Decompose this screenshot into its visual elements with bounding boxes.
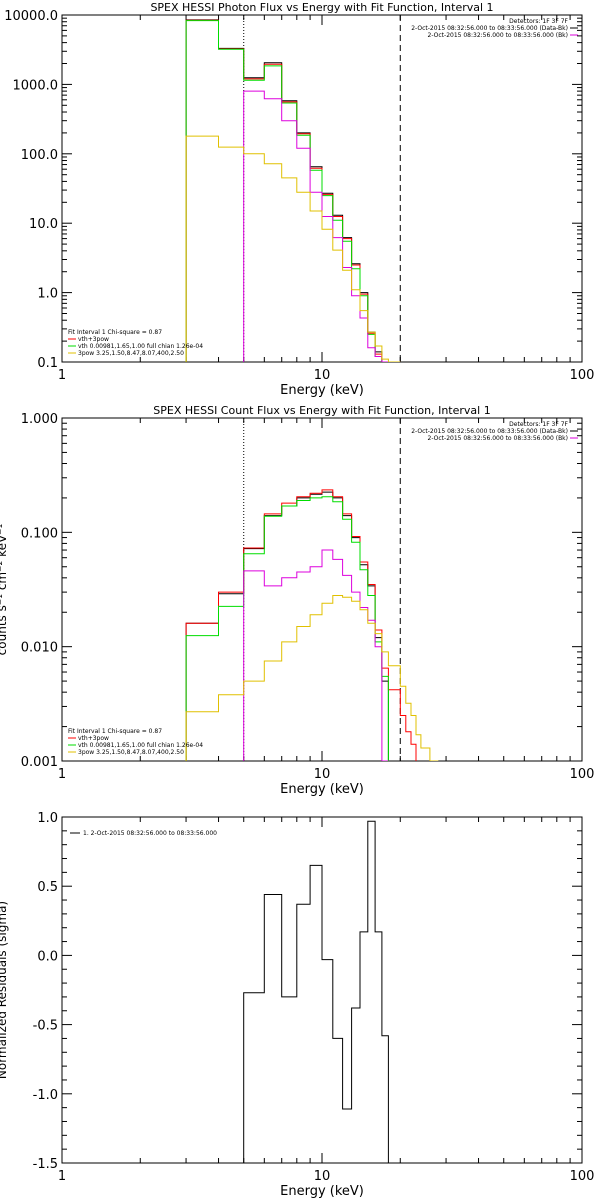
header-text: 2-Oct-2015 08:32:56.000 to 08:33:56.000 … [428,32,569,39]
chart-title: SPEX HESSI Photon Flux vs Energy with Fi… [150,1,493,14]
series-vth [185,496,389,761]
header-text: 2-Oct-2015 08:32:56.000 to 08:33:56.000 … [411,25,568,32]
legend-label: vth+3pow [78,336,109,343]
legend-label: 1. 2-Oct-2015 08:32:56.000 to 08:33:56.0… [83,830,217,837]
x-tick-label: 10 [314,1169,331,1184]
series-vth-3pow [185,19,401,362]
y-tick-label: 10000.0 [4,9,58,24]
x-tick-label: 100 [570,368,595,383]
x-tick-label: 1 [58,368,66,383]
y-tick-label: 0.001 [21,755,58,770]
y-tick-label: 0.5 [37,880,58,895]
series-group [243,820,401,1163]
header-text: Detectors: 1F 3F 7F [509,18,568,25]
panel-2 [61,417,583,762]
y-tick-label: 0.0 [37,949,58,964]
header-text: Detectors: 1F 3F 7F [509,421,568,428]
y-tick-label: 1.0 [37,287,58,302]
series-3pow [185,595,439,761]
x-axis-label: Energy (keV) [280,383,364,398]
panel-1 [61,14,583,363]
y-tick-label: 1.000 [21,412,58,427]
x-tick-label: 1 [58,1169,66,1184]
y-tick-label: -1.5 [33,1157,58,1172]
y-tick-label: -1.0 [33,1088,58,1103]
legend-label: vth 0.00981,1.65,1.00 full chian 1.26e-0… [78,742,203,749]
y-tick-label: -0.5 [33,1019,58,1034]
header-text: 2-Oct-2015 08:32:56.000 to 08:33:56.000 … [411,428,568,435]
y-tick-label: 0.010 [21,641,58,656]
legend-label: 3pow 3.25,1.50,8.47,8.07,400,2.50 [78,749,184,756]
series-group [185,489,439,761]
x-tick-label: 10 [314,368,331,383]
chart-title: SPEX HESSI Count Flux vs Energy with Fit… [153,404,490,417]
y-tick-label: 0.100 [21,526,58,541]
legend-title: Fit Interval 1 Chi-square = 0.87 [68,329,162,336]
series-bk [243,90,401,362]
x-tick-label: 100 [570,1169,595,1184]
series-residuals [243,820,401,1163]
y-tick-label: 100.0 [21,148,58,163]
header-text: 2-Oct-2015 08:32:56.000 to 08:33:56.000 … [428,435,569,442]
legend-label: vth+3pow [78,735,109,742]
y-tick-label: 10.0 [29,217,58,232]
y-tick-label: 1000.0 [13,78,59,93]
panel-3 [61,816,583,1164]
x-axis-label: Energy (keV) [280,1184,364,1199]
series-3pow [185,135,401,362]
series-data-bk [185,491,389,761]
x-axis-label: Energy (keV) [280,782,364,797]
y-axis-label: counts s⁻¹ cm⁻² keV⁻¹ [0,523,9,655]
x-tick-label: 100 [570,767,595,782]
legend-label: 3pow 3.25,1.50,8.47,8.07,400,2.50 [78,350,184,357]
legend-label: vth 0.00981,1.65,1.00 full chian 1.26e-0… [78,343,203,350]
x-tick-label: 1 [58,767,66,782]
legend-title: Fit Interval 1 Chi-square = 0.87 [68,728,162,735]
series-group [185,19,401,362]
y-axis-label: Normalized Residuals (sigma) [0,901,9,1079]
series-vth [185,20,401,362]
y-tick-label: 0.1 [37,356,58,371]
y-tick-label: 1.0 [37,811,58,826]
x-tick-label: 10 [314,767,331,782]
series-bk [243,549,389,761]
